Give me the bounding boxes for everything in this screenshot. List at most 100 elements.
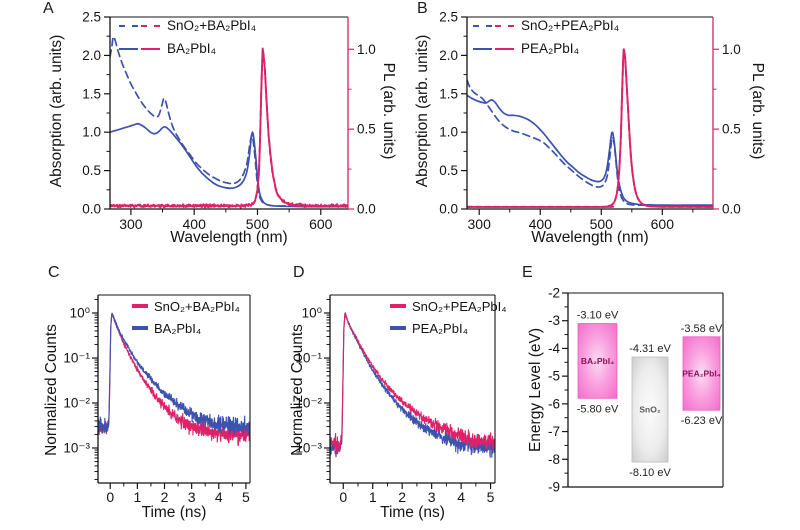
svg-text:0.0: 0.0: [82, 202, 101, 217]
svg-text:-8.10 eV: -8.10 eV: [629, 467, 671, 479]
svg-text:1.0: 1.0: [722, 42, 741, 57]
dashed-red-line-key-icon: [495, 24, 514, 27]
svg-text:PEA₂PbI₄: PEA₂PbI₄: [682, 369, 721, 379]
legend-label: PEA₂PbI₄: [412, 320, 468, 336]
svg-text:2.0: 2.0: [439, 48, 458, 63]
panel-A-yaxis-title: Absorption (arb. units): [48, 34, 65, 188]
svg-text:-7: -7: [548, 424, 560, 439]
svg-text:0.5: 0.5: [439, 163, 458, 178]
svg-text:-4: -4: [548, 341, 560, 356]
solid-blue-line-key-icon: [473, 47, 492, 50]
svg-text:5: 5: [242, 489, 250, 505]
legend-label: PEA₂PbI₄: [521, 41, 580, 56]
svg-text:-5.80 eV: -5.80 eV: [577, 403, 619, 415]
legend-entry: SnO₂+PEA₂PbI₄: [473, 14, 619, 37]
svg-text:600: 600: [651, 216, 675, 232]
panel-B-y2axis-title: PL (arb. units): [749, 62, 766, 160]
svg-text:-3: -3: [548, 313, 560, 328]
panel-A-chart: 0.0 0.5 1.0 1.5 2.0 2.5 300 400 500 600 0.0 0.5 1.0: [82, 10, 376, 233]
svg-text:10⁰: 10⁰: [302, 306, 322, 321]
svg-text:10⁰: 10⁰: [70, 306, 90, 321]
panel-B-yaxis-title: Absorption (arb. units): [414, 34, 431, 188]
panel-B-xaxis-title: Wavelength (nm): [531, 229, 649, 246]
solid-blue-line-key-icon: [119, 47, 138, 50]
svg-text:1.0: 1.0: [439, 125, 458, 140]
svg-text:4: 4: [457, 489, 465, 505]
svg-text:10⁻¹: 10⁻¹: [63, 351, 90, 366]
svg-text:10⁻²: 10⁻²: [295, 396, 322, 411]
panel-B-chart: 0.0 0.5 1.0 1.5 2.0 2.5 300 400 500 600 0.0 0.5 1.0: [439, 10, 741, 233]
panel-E-yaxis-title: Energy Level (eV): [527, 327, 544, 453]
svg-text:300: 300: [468, 216, 492, 232]
svg-text:10⁻³: 10⁻³: [295, 441, 322, 456]
legend-entry: SnO₂+BA₂PbI₄: [119, 14, 256, 37]
svg-text:-9: -9: [548, 480, 560, 495]
panel-D-legend: SnO₂+PEA₂PbI₄ PEA₂PbI₄: [390, 295, 507, 339]
svg-text:0: 0: [339, 489, 347, 505]
legend-entry: BA₂PbI₄: [132, 317, 240, 339]
panel-A: A 0.0 0.5 1.0 1.5 2.0 2.5 300 400 500 600 0.0 0.5 1.…: [40, 0, 410, 258]
svg-text:1.5: 1.5: [439, 86, 458, 101]
svg-text:0.0: 0.0: [722, 202, 741, 217]
svg-text:0.5: 0.5: [722, 122, 741, 137]
panel-C-yaxis-title: Normalized Counts: [43, 324, 60, 456]
panel-C-legend: SnO₂+BA₂PbI₄ BA₂PbI₄: [132, 295, 240, 339]
legend-label: SnO₂+PEA₂PbI₄: [521, 18, 620, 33]
svg-text:-3.10 eV: -3.10 eV: [577, 309, 619, 321]
svg-text:SnO₂: SnO₂: [639, 405, 660, 415]
panel-C-chart: 10⁰ 10⁻¹ 10⁻² 10⁻³ 0 1 2 3 4 5: [63, 294, 251, 505]
panel-C-xaxis-title: Time (ns): [141, 504, 207, 521]
svg-text:-6.23 eV: -6.23 eV: [681, 415, 723, 427]
legend-entry: PEA₂PbI₄: [473, 37, 619, 60]
panel-A-y2axis-title: PL (arb. units): [380, 62, 397, 160]
panel-B-label: B: [417, 0, 428, 17]
svg-text:-2: -2: [548, 286, 560, 301]
svg-text:1.5: 1.5: [82, 86, 101, 101]
svg-text:2.5: 2.5: [82, 10, 101, 25]
svg-text:3: 3: [428, 489, 436, 505]
panel-C: C 10⁰ 10⁻¹ 10⁻² 10⁻³ 0 1 2 3 4 5 Time (ns) Normal…: [40, 262, 290, 530]
panel-A-legend: SnO₂+BA₂PbI₄ BA₂PbI₄: [119, 14, 256, 60]
svg-text:1: 1: [369, 489, 377, 505]
svg-text:2: 2: [398, 489, 406, 505]
dashed-red-line-key-icon: [141, 24, 160, 27]
svg-text:400: 400: [529, 216, 553, 232]
panel-C-label: C: [48, 264, 60, 281]
blue-line-key-icon: [132, 326, 148, 330]
red-line-key-icon: [132, 304, 148, 308]
svg-text:2.5: 2.5: [439, 10, 458, 25]
solid-red-line-key-icon: [141, 47, 160, 50]
legend-entry: BA₂PbI₄: [119, 37, 256, 60]
svg-text:-4.31 eV: -4.31 eV: [629, 343, 671, 355]
svg-text:0.0: 0.0: [439, 202, 458, 217]
svg-text:0.0: 0.0: [357, 202, 376, 217]
svg-text:10⁻¹: 10⁻¹: [295, 351, 322, 366]
svg-text:1.0: 1.0: [357, 42, 376, 57]
dashed-blue-line-key-icon: [473, 24, 492, 27]
svg-text:500: 500: [246, 216, 270, 232]
svg-text:3: 3: [188, 489, 196, 505]
legend-label: BA₂PbI₄: [167, 41, 217, 56]
svg-text:500: 500: [590, 216, 614, 232]
panel-D-xaxis-title: Time (ns): [380, 504, 445, 521]
red-line-key-icon: [390, 304, 406, 308]
svg-text:1: 1: [133, 489, 141, 505]
svg-text:0.5: 0.5: [357, 122, 376, 137]
panel-D-chart: 10⁰ 10⁻¹ 10⁻² 10⁻³ 0 1 2 3 4 5: [295, 294, 496, 505]
panel-B-legend: SnO₂+PEA₂PbI₄ PEA₂PbI₄: [473, 14, 619, 60]
legend-entry: SnO₂+BA₂PbI₄: [132, 295, 240, 317]
svg-text:2.0: 2.0: [82, 48, 101, 63]
svg-text:10⁻³: 10⁻³: [63, 441, 90, 456]
blue-line-key-icon: [390, 326, 406, 330]
panel-D-label: D: [293, 264, 305, 281]
svg-text:5: 5: [487, 489, 495, 505]
legend-label: SnO₂+BA₂PbI₄: [154, 298, 240, 314]
svg-text:0.5: 0.5: [82, 163, 101, 178]
svg-text:400: 400: [183, 216, 207, 232]
svg-text:300: 300: [119, 216, 143, 232]
svg-text:2: 2: [161, 489, 169, 505]
svg-text:-6: -6: [548, 396, 560, 411]
svg-text:-3.58 eV: -3.58 eV: [681, 323, 723, 335]
svg-text:1.0: 1.0: [82, 125, 101, 140]
svg-text:10⁻²: 10⁻²: [63, 396, 90, 411]
